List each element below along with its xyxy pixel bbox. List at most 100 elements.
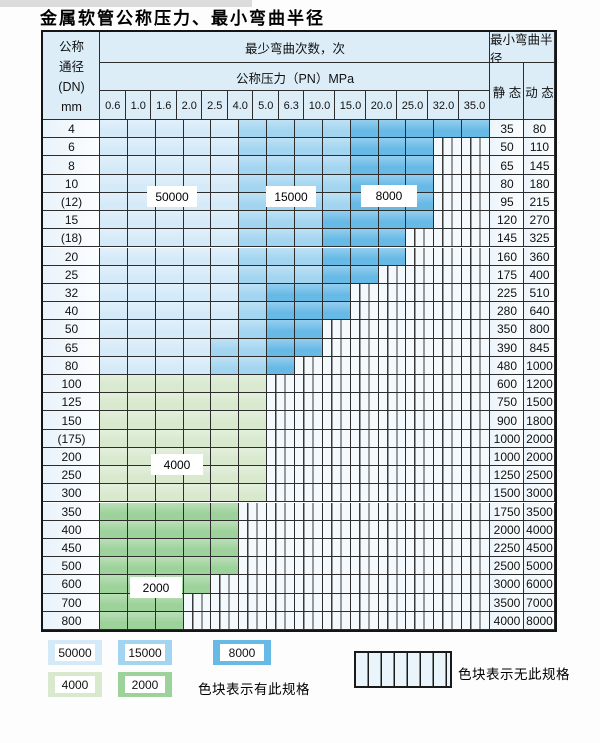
spec-cell bbox=[100, 411, 128, 430]
no-spec-cell bbox=[267, 484, 295, 503]
dynamic-radius-cell: 800 bbox=[524, 320, 555, 339]
legend-swatch-4000: 4000 bbox=[48, 672, 102, 697]
spec-cell bbox=[155, 338, 184, 357]
no-spec-cell bbox=[267, 611, 295, 630]
spec-cell bbox=[183, 211, 212, 230]
no-spec-cell bbox=[462, 538, 490, 558]
spec-cell bbox=[239, 447, 268, 467]
dn-cell: 800 bbox=[43, 611, 100, 630]
spec-cell bbox=[267, 211, 295, 230]
spec-cell bbox=[183, 120, 212, 139]
spec-cell bbox=[127, 138, 156, 157]
no-spec-cell bbox=[350, 466, 379, 485]
spec-cell bbox=[183, 156, 212, 175]
spec-cell bbox=[350, 229, 379, 248]
legend-swatch-4000-label: 4000 bbox=[55, 676, 95, 693]
static-radius-cell: 160 bbox=[490, 247, 524, 266]
no-spec-cell bbox=[406, 375, 435, 394]
spec-cell bbox=[127, 593, 156, 612]
pressure-value-header: 15.0 bbox=[335, 91, 366, 120]
no-spec-cell bbox=[295, 611, 323, 630]
legend-swatch-8000-label: 8000 bbox=[220, 644, 264, 661]
no-spec-cell bbox=[462, 156, 490, 175]
no-spec-cell bbox=[434, 375, 463, 394]
no-spec-cell bbox=[267, 375, 295, 394]
no-spec-cell bbox=[462, 429, 490, 448]
no-spec-cell bbox=[378, 283, 407, 303]
spec-cell bbox=[100, 375, 128, 394]
static-radius-cell: 145 bbox=[490, 229, 524, 248]
dn-cell: 80 bbox=[43, 356, 100, 375]
dynamic-radius-cell: 215 bbox=[524, 192, 555, 212]
no-spec-cell bbox=[267, 538, 295, 558]
dn-cell: (18) bbox=[43, 229, 100, 248]
no-spec-cell bbox=[406, 265, 435, 284]
dynamic-radius-cell: 180 bbox=[524, 174, 555, 193]
pressure-value-header: 32.0 bbox=[428, 91, 459, 120]
no-spec-cell bbox=[322, 393, 351, 412]
static-radius-cell: 600 bbox=[490, 375, 524, 394]
static-header: 静 态 bbox=[490, 63, 524, 120]
dn-cell: 125 bbox=[43, 393, 100, 412]
no-spec-cell bbox=[322, 338, 351, 357]
no-spec-cell bbox=[239, 611, 268, 630]
no-spec-cell bbox=[322, 356, 351, 375]
spec-cell bbox=[267, 320, 295, 339]
spec-cell bbox=[100, 484, 128, 503]
no-spec-cell bbox=[322, 611, 351, 630]
no-spec-cell bbox=[211, 611, 240, 630]
spec-cell bbox=[100, 229, 128, 248]
no-spec-cell bbox=[406, 283, 435, 303]
dynamic-radius-cell: 3000 bbox=[524, 484, 555, 503]
spec-cell bbox=[239, 375, 268, 394]
spec-cell bbox=[267, 247, 295, 266]
no-spec-cell bbox=[295, 411, 323, 430]
pressure-header: 公称压力（PN）MPa bbox=[100, 63, 490, 91]
no-spec-cell bbox=[406, 538, 435, 558]
no-spec-cell bbox=[350, 575, 379, 594]
static-radius-cell: 3500 bbox=[490, 593, 524, 612]
static-radius-cell: 50 bbox=[490, 138, 524, 157]
no-spec-cell bbox=[350, 447, 379, 467]
no-spec-cell bbox=[350, 375, 379, 394]
no-spec-cell bbox=[406, 320, 435, 339]
no-spec-cell bbox=[406, 593, 435, 612]
no-spec-cell bbox=[462, 229, 490, 248]
no-spec-cell bbox=[406, 466, 435, 485]
no-spec-cell bbox=[434, 447, 463, 467]
dynamic-radius-cell: 4500 bbox=[524, 538, 555, 558]
no-spec-cell bbox=[462, 338, 490, 357]
static-radius-cell: 175 bbox=[490, 265, 524, 284]
no-spec-cell bbox=[378, 484, 407, 503]
no-spec-cell bbox=[267, 429, 295, 448]
spec-cell bbox=[100, 520, 128, 539]
spec-cell bbox=[127, 283, 156, 303]
spec-cell bbox=[350, 211, 379, 230]
spec-cell bbox=[155, 557, 184, 576]
spec-cell bbox=[100, 557, 128, 576]
no-spec-cell bbox=[406, 520, 435, 539]
no-spec-cell bbox=[434, 520, 463, 539]
spec-cell bbox=[183, 375, 212, 394]
no-spec-cell bbox=[462, 265, 490, 284]
spec-cell bbox=[239, 302, 268, 321]
no-spec-cell bbox=[295, 538, 323, 558]
no-spec-cell bbox=[462, 557, 490, 576]
spec-cell bbox=[322, 174, 351, 193]
no-spec-cell bbox=[406, 356, 435, 375]
dn-cell: 6 bbox=[43, 138, 100, 157]
no-spec-cell bbox=[350, 429, 379, 448]
spec-cell bbox=[155, 356, 184, 375]
no-spec-cell bbox=[211, 593, 240, 612]
no-spec-cell bbox=[462, 593, 490, 612]
dn-cell: 20 bbox=[43, 247, 100, 266]
no-spec-cell bbox=[406, 429, 435, 448]
dn-header-line: mm bbox=[61, 100, 82, 114]
pressure-value-header: 2.0 bbox=[176, 91, 202, 120]
dynamic-radius-cell: 110 bbox=[524, 138, 555, 157]
no-spec-cell bbox=[211, 575, 240, 594]
spec-cell bbox=[239, 229, 268, 248]
spec-cell bbox=[239, 283, 268, 303]
spec-cell bbox=[155, 211, 184, 230]
no-spec-cell bbox=[434, 247, 463, 266]
